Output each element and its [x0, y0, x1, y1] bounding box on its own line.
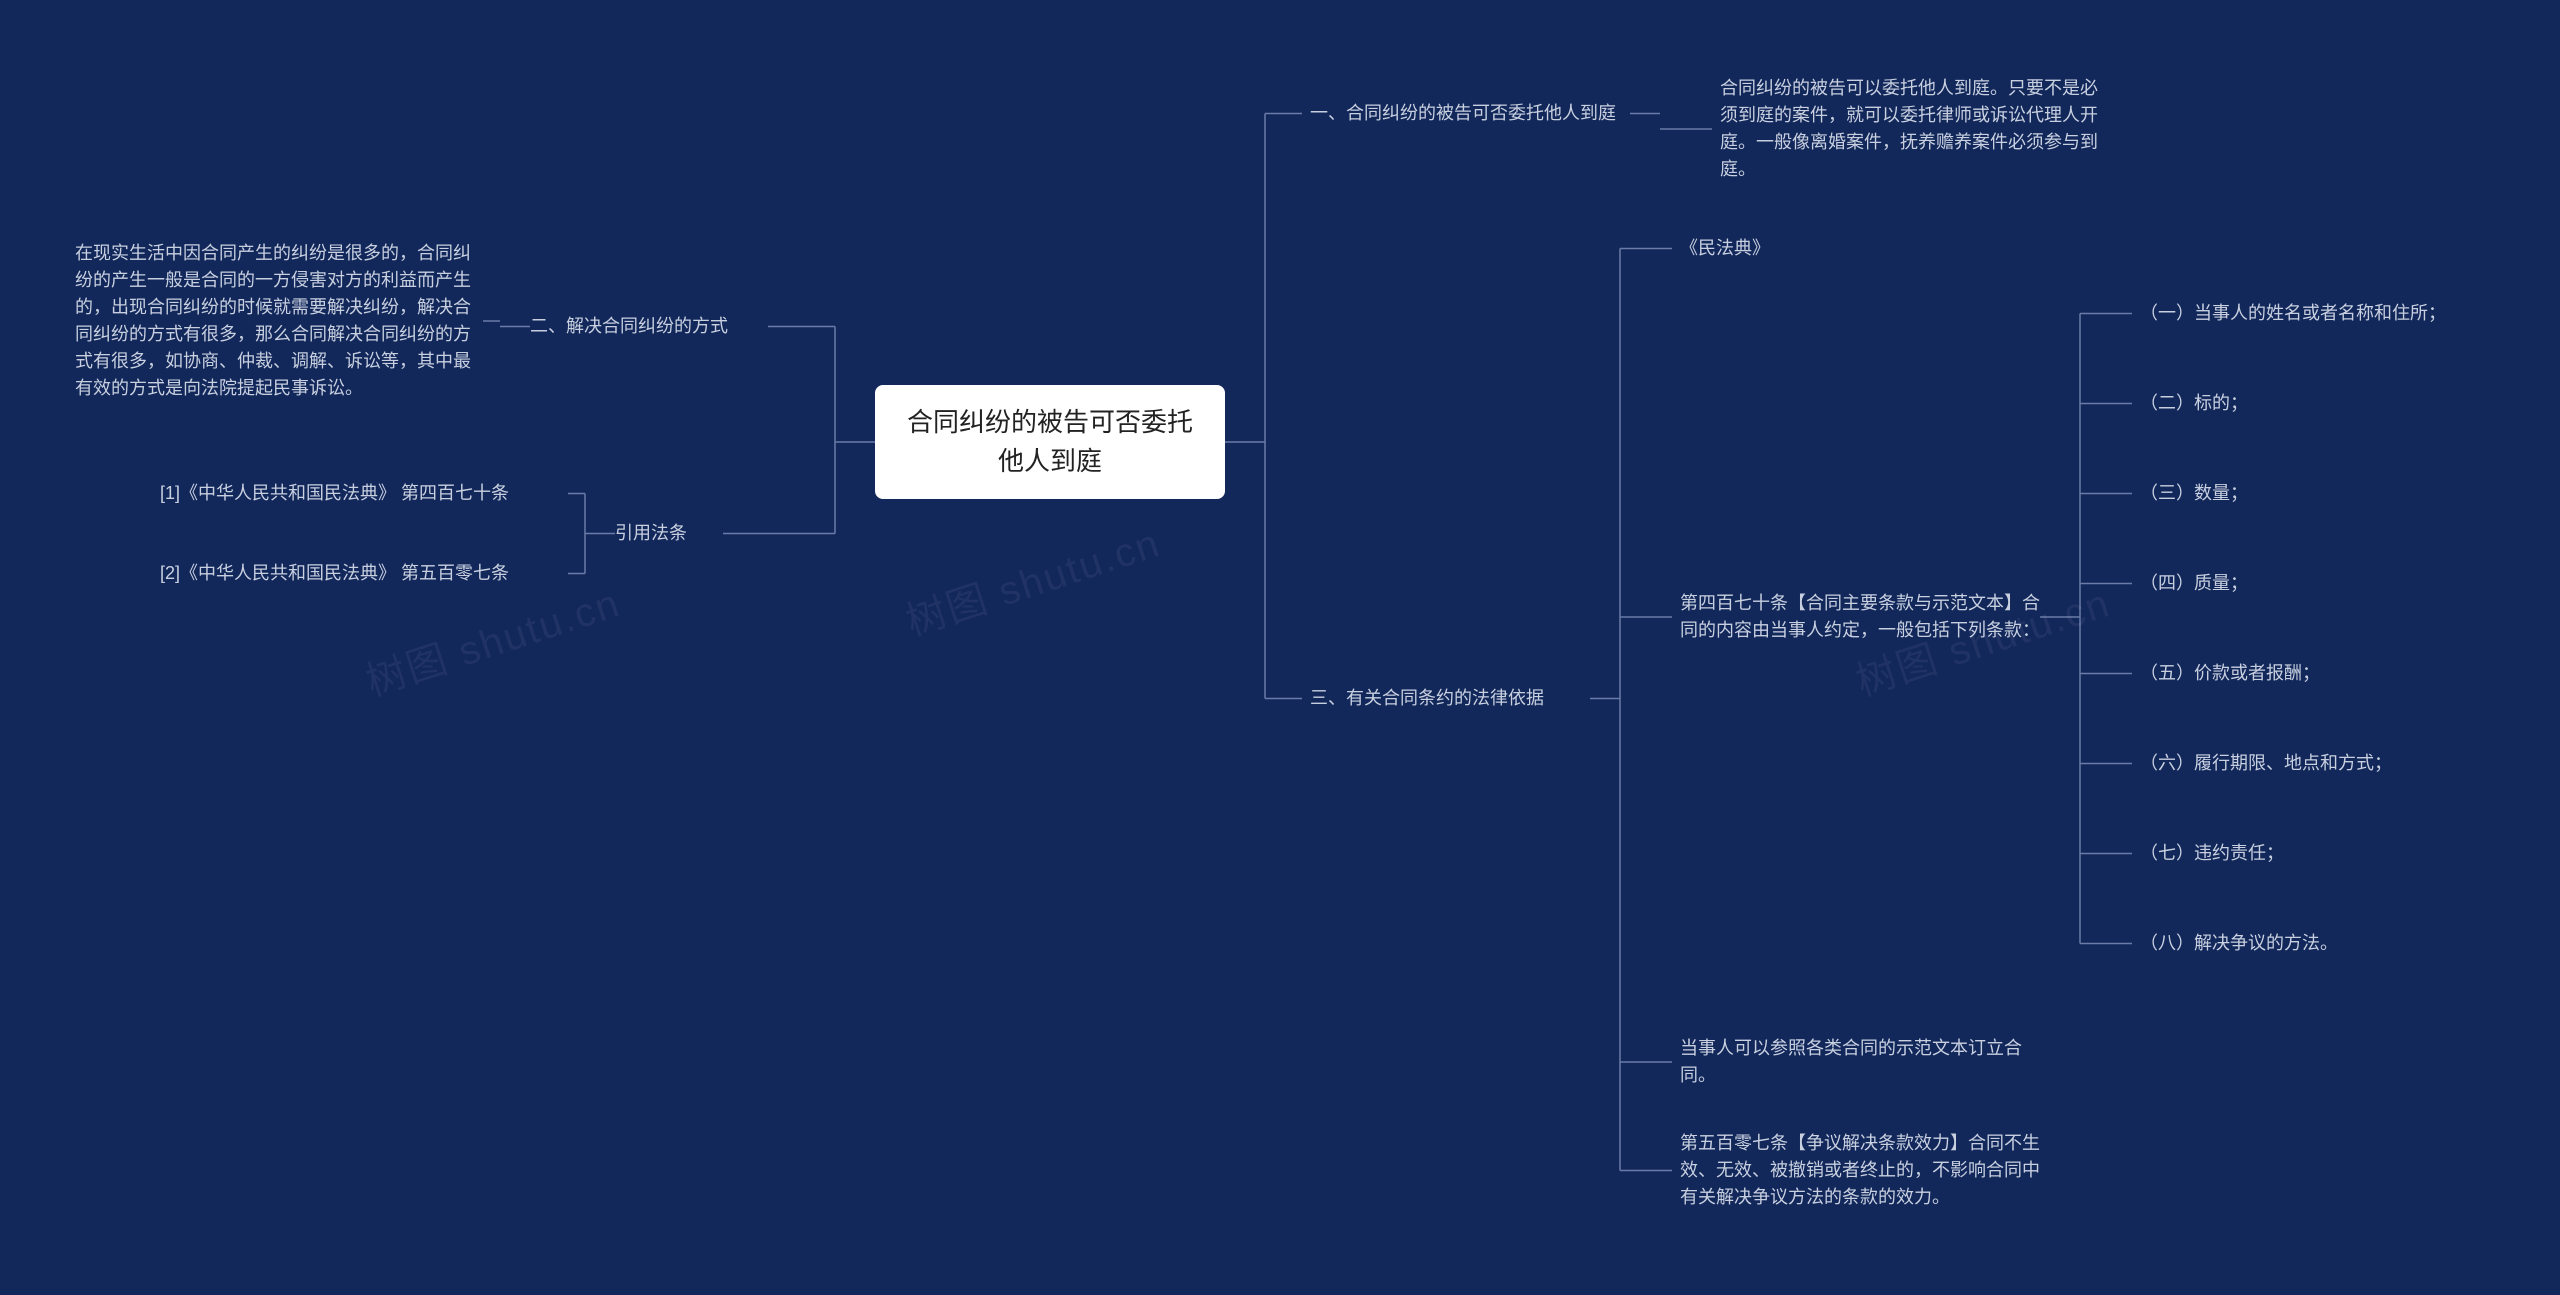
leaf-node: （八）解决争议的方法。 — [2140, 930, 2390, 957]
leaf-node: [1]《中华人民共和国民法典》 第四百七十条 — [160, 480, 560, 507]
branch-node: 一、合同纠纷的被告可否委托他人到庭 — [1310, 100, 1630, 127]
leaf-node: （六）履行期限、地点和方式； — [2140, 750, 2420, 777]
leaf-node: （一）当事人的姓名或者名称和住所； — [2140, 300, 2470, 327]
leaf-node: （五）价款或者报酬； — [2140, 660, 2390, 687]
branch-node: 二、解决合同纠纷的方式 — [530, 313, 760, 340]
leaf-node: （七）违约责任； — [2140, 840, 2360, 867]
leaf-node: 第五百零七条【争议解决条款效力】合同不生效、无效、被撤销或者终止的，不影响合同中… — [1680, 1130, 2050, 1211]
branch-node: 三、有关合同条约的法律依据 — [1310, 685, 1590, 712]
leaf-node: （三）数量； — [2140, 480, 2340, 507]
leaf-node: 第四百七十条【合同主要条款与示范文本】合同的内容由当事人约定，一般包括下列条款： — [1680, 590, 2040, 644]
leaf-node: 当事人可以参照各类合同的示范文本订立合同。 — [1680, 1035, 2050, 1089]
root-node: 合同纠纷的被告可否委托他人到庭 — [875, 385, 1225, 499]
leaf-node: 在现实生活中因合同产生的纠纷是很多的，合同纠纷的产生一般是合同的一方侵害对方的利… — [75, 240, 475, 402]
connector-lines — [0, 0, 2560, 1295]
leaf-node: （四）质量； — [2140, 570, 2340, 597]
leaf-node: （二）标的； — [2140, 390, 2340, 417]
branch-node: 引用法条 — [615, 520, 715, 547]
leaf-node: [2]《中华人民共和国民法典》 第五百零七条 — [160, 560, 560, 587]
leaf-node: 《民法典》 — [1680, 235, 1880, 262]
leaf-node: 合同纠纷的被告可以委托他人到庭。只要不是必须到庭的案件，就可以委托律师或诉讼代理… — [1720, 75, 2100, 183]
